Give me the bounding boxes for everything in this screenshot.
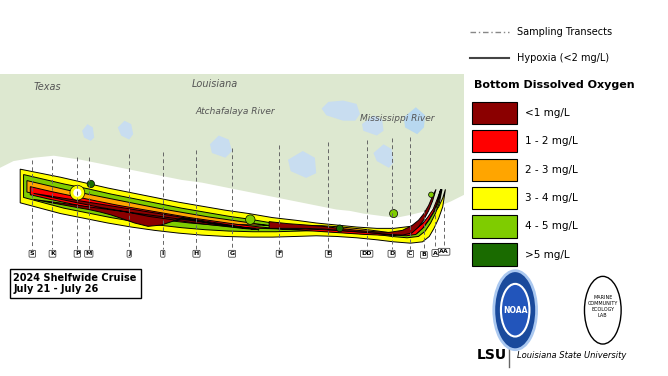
FancyBboxPatch shape [472,159,517,181]
Polygon shape [30,186,441,236]
Circle shape [87,180,95,188]
Text: MARINE
COMMUNITY
ECOLOGY
LAB: MARINE COMMUNITY ECOLOGY LAB [588,295,618,318]
Circle shape [494,271,536,350]
Polygon shape [0,74,464,218]
Text: >5 mg/L: >5 mg/L [525,250,570,259]
Text: LSU: LSU [476,348,506,362]
Text: DD: DD [361,251,372,256]
Text: <1 mg/L: <1 mg/L [525,108,570,118]
Polygon shape [321,100,360,121]
Text: Hypoxia (<2 mg/L): Hypoxia (<2 mg/L) [517,53,609,63]
Text: Bottom Dissolved Oxygen: Bottom Dissolved Oxygen [474,80,635,89]
Text: 2 - 3 mg/L: 2 - 3 mg/L [525,165,578,175]
Text: G: G [230,251,234,256]
Text: Texas: Texas [33,82,61,92]
Text: Louisiana: Louisiana [192,79,238,89]
Polygon shape [20,169,446,243]
Text: Atchafalaya River: Atchafalaya River [196,107,275,116]
Polygon shape [403,107,426,134]
Polygon shape [27,180,442,234]
Circle shape [429,192,434,197]
Polygon shape [118,121,133,139]
Polygon shape [373,144,393,168]
Polygon shape [288,151,316,178]
Circle shape [501,284,530,337]
Text: NOAA: NOAA [503,306,528,315]
Text: A: A [433,250,438,256]
Text: K: K [50,251,55,256]
Text: Louisiana State University: Louisiana State University [517,351,627,360]
Polygon shape [23,174,442,238]
Circle shape [74,190,81,196]
Text: E: E [326,251,331,256]
Polygon shape [210,135,232,158]
Text: 4 - 5 mg/L: 4 - 5 mg/L [525,221,578,231]
Text: Mississippi River: Mississippi River [360,114,434,123]
Polygon shape [269,190,436,235]
Text: 1 - 2 mg/L: 1 - 2 mg/L [525,136,578,146]
Circle shape [389,209,397,218]
Text: B: B [422,252,426,257]
Text: D: D [389,251,394,256]
Circle shape [70,185,85,200]
Text: M: M [86,251,92,256]
Text: C: C [408,251,413,256]
Text: AA: AA [439,249,449,254]
Text: P: P [75,251,79,256]
Text: J: J [128,251,130,256]
FancyBboxPatch shape [472,243,517,266]
Polygon shape [33,193,259,230]
FancyBboxPatch shape [472,187,517,209]
Polygon shape [82,124,94,141]
FancyBboxPatch shape [472,215,517,238]
Text: 2024 Shelfwide Cruise
July 21 - July 26: 2024 Shelfwide Cruise July 21 - July 26 [13,273,137,294]
Text: I: I [162,251,164,256]
Text: H: H [194,251,199,256]
FancyBboxPatch shape [472,130,517,152]
Polygon shape [362,115,383,135]
FancyBboxPatch shape [472,102,517,124]
Circle shape [246,215,255,224]
Circle shape [337,225,343,232]
Text: S: S [30,251,35,256]
Text: Sampling Transects: Sampling Transects [517,27,613,37]
Text: F: F [277,251,281,256]
Text: 3 - 4 mg/L: 3 - 4 mg/L [525,193,578,203]
Circle shape [584,276,621,344]
